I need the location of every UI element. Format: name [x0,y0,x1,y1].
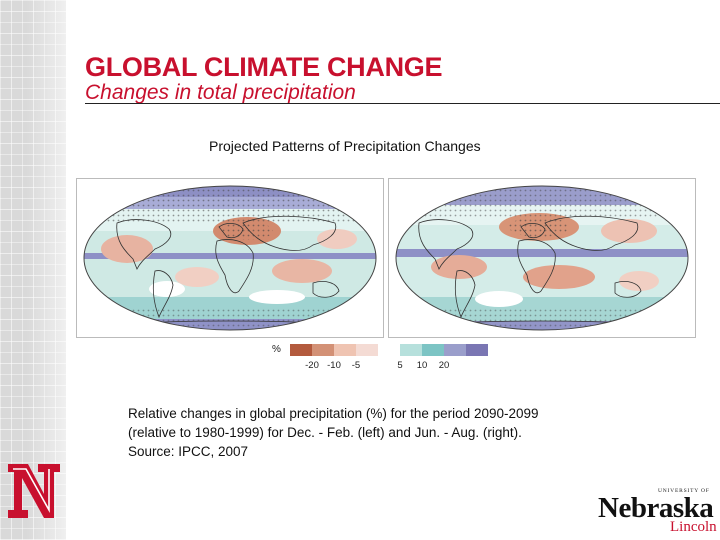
caption-line: (relative to 1980-1999) for Dec. - Feb. … [128,425,522,440]
legend-color-bar [290,344,488,356]
legend-tick-label: -10 [327,360,341,371]
figure-caption: Relative changes in global precipitation… [128,404,608,461]
map-svg [83,185,377,331]
sidebar-fade [0,0,66,540]
caption-source: Source: IPCC, 2007 [128,444,249,459]
nebraska-n-logo [8,464,60,518]
figure-title: Projected Patterns of Precipitation Chan… [209,138,481,154]
legend-swatch [444,344,466,356]
legend-swatch [312,344,334,356]
legend-tick-label: -20 [305,360,319,371]
map-dec-feb [76,178,384,338]
slide-title: GLOBAL CLIMATE CHANGE [85,52,443,82]
university-small-text: UNIVERSITY OF [658,488,710,494]
legend-swatch [466,344,488,356]
legend-swatch [400,344,422,356]
legend-swatch [422,344,444,356]
legend-unit: % [272,344,281,355]
legend-swatch [356,344,378,356]
legend-tick-label: 5 [397,360,403,371]
legend-swatch [378,344,400,356]
legend-swatch [334,344,356,356]
legend-swatch [290,344,312,356]
legend-tick-label: 20 [438,360,450,371]
caption-line: Relative changes in global precipitation… [128,406,539,421]
university-city: Lincoln [670,519,717,535]
map-svg [395,185,689,331]
legend-tick-label: 10 [416,360,428,371]
map-jun-aug [388,178,696,338]
university-logo: UNIVERSITY OF Nebraska Lincoln [598,488,717,535]
sidebar-decoration [0,0,66,540]
legend-tick-label: -5 [351,360,361,371]
title-underline [85,103,720,104]
slide-subtitle: Changes in total precipitation [85,81,356,104]
university-name: Nebraska [598,492,714,524]
color-legend: % -20 -10 -5 5 10 20 [268,342,488,376]
